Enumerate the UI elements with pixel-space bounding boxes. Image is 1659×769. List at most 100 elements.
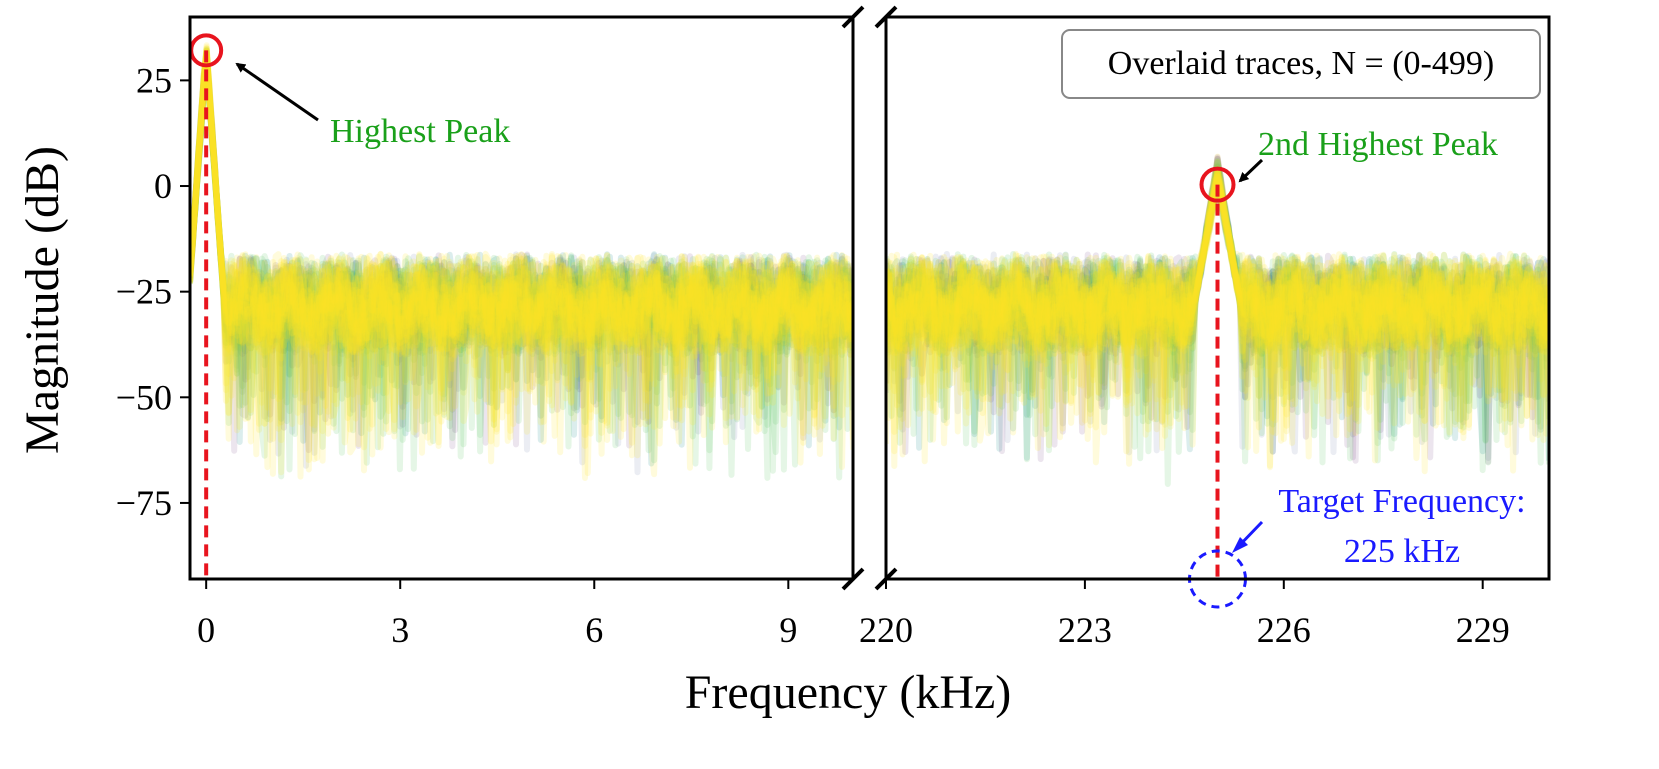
trace-line [886, 159, 1549, 467]
x-tick-label: 0 [197, 610, 215, 650]
trace-line [190, 56, 853, 445]
trace-line [190, 52, 853, 438]
trace-line [190, 60, 853, 472]
trace-line [190, 52, 853, 447]
trace-line [190, 56, 853, 456]
highest-peak-label: Highest Peak [330, 113, 510, 150]
y-axis-title: Magnitude (dB) [16, 146, 69, 454]
trace-line [190, 60, 853, 472]
legend-box [1061, 29, 1541, 99]
x-tick-label: 220 [859, 610, 913, 650]
legend: Overlaid traces, N = (0-499) [1061, 29, 1541, 99]
trace-line [886, 175, 1549, 474]
traces-left-panel [190, 42, 853, 481]
trace-line [886, 178, 1549, 469]
trace-line [886, 176, 1549, 461]
trace-line [886, 179, 1549, 469]
trace-line [886, 171, 1549, 433]
trace-line [190, 43, 853, 459]
trace-line [190, 45, 853, 463]
trace-line [886, 171, 1549, 487]
trace-line [190, 53, 853, 473]
trace-line [886, 159, 1549, 450]
x-tick-label: 9 [779, 610, 797, 650]
trace-line [886, 155, 1549, 455]
trace-line [886, 171, 1549, 450]
legend-text: Overlaid traces, N = (0-499) [1108, 45, 1494, 82]
trace-line [886, 163, 1549, 453]
y-tick-label: 25 [136, 60, 172, 100]
trace-line [190, 64, 853, 454]
trace-line [190, 42, 853, 474]
break-mark-bottom-left [841, 567, 865, 591]
y-tick-label: −75 [116, 483, 172, 523]
trace-line [886, 173, 1549, 460]
x-tick-label: 226 [1257, 610, 1311, 650]
trace-line [190, 50, 853, 454]
trace-line [190, 63, 853, 435]
highest-peak-arrow [235, 62, 319, 122]
break-mark-top-right [874, 5, 898, 29]
trace-line [886, 168, 1549, 427]
trace-line [886, 181, 1549, 461]
trace-line [190, 63, 853, 481]
y-tick-label: −25 [116, 272, 172, 312]
trace-line [190, 48, 853, 427]
trace-line [190, 47, 853, 478]
trace-line [190, 65, 853, 454]
trace-line [190, 47, 853, 473]
trace-line [886, 175, 1549, 443]
trace-line [190, 57, 853, 457]
trace-line [190, 46, 853, 425]
trace-line [190, 66, 853, 436]
right-axes-frame [884, 15, 1551, 581]
trace-line [886, 170, 1549, 443]
trace-line [190, 53, 853, 474]
trace-line [190, 49, 853, 458]
y-tick-label: −50 [116, 377, 172, 417]
trace-line [190, 53, 853, 476]
trace-line [190, 55, 853, 449]
y-tick-label: 0 [154, 166, 172, 206]
x-tick-label: 6 [585, 610, 603, 650]
trace-line [190, 53, 853, 450]
trace-line [886, 176, 1549, 464]
trace-line [190, 54, 853, 448]
trace-line [886, 162, 1549, 466]
x-axis-title: Frequency (kHz) [685, 666, 1012, 719]
trace-line [886, 175, 1549, 462]
trace-line [886, 174, 1549, 415]
trace-line [886, 178, 1549, 438]
trace-line [190, 55, 853, 471]
x-tick-label: 3 [391, 610, 409, 650]
trace-line [190, 48, 853, 418]
trace-line [886, 172, 1549, 444]
trace-line [190, 56, 853, 448]
trace-line [886, 175, 1549, 455]
x-tick-label: 229 [1456, 610, 1510, 650]
trace-line [190, 59, 853, 433]
break-mark-top-left [841, 5, 865, 29]
trace-line [190, 50, 853, 433]
trace-line [886, 159, 1549, 461]
trace-line [190, 52, 853, 477]
trace-line [190, 53, 853, 464]
trace-line [190, 49, 853, 467]
trace-line [886, 169, 1549, 452]
second-peak-arrow [1238, 158, 1264, 183]
trace-line [886, 170, 1549, 451]
trace-line [190, 55, 853, 439]
trace-line [190, 60, 853, 458]
trace-line [886, 174, 1549, 437]
trace-line [190, 47, 853, 448]
trace-line [190, 51, 853, 437]
trace-line [886, 176, 1549, 454]
trace-line [886, 176, 1549, 464]
trace-line [190, 47, 853, 450]
trace-line [190, 60, 853, 466]
trace-line [886, 172, 1549, 449]
target-frequency-arrowhead [1232, 537, 1248, 553]
trace-line [886, 170, 1549, 452]
trace-line [190, 56, 853, 444]
trace-line [886, 169, 1549, 475]
